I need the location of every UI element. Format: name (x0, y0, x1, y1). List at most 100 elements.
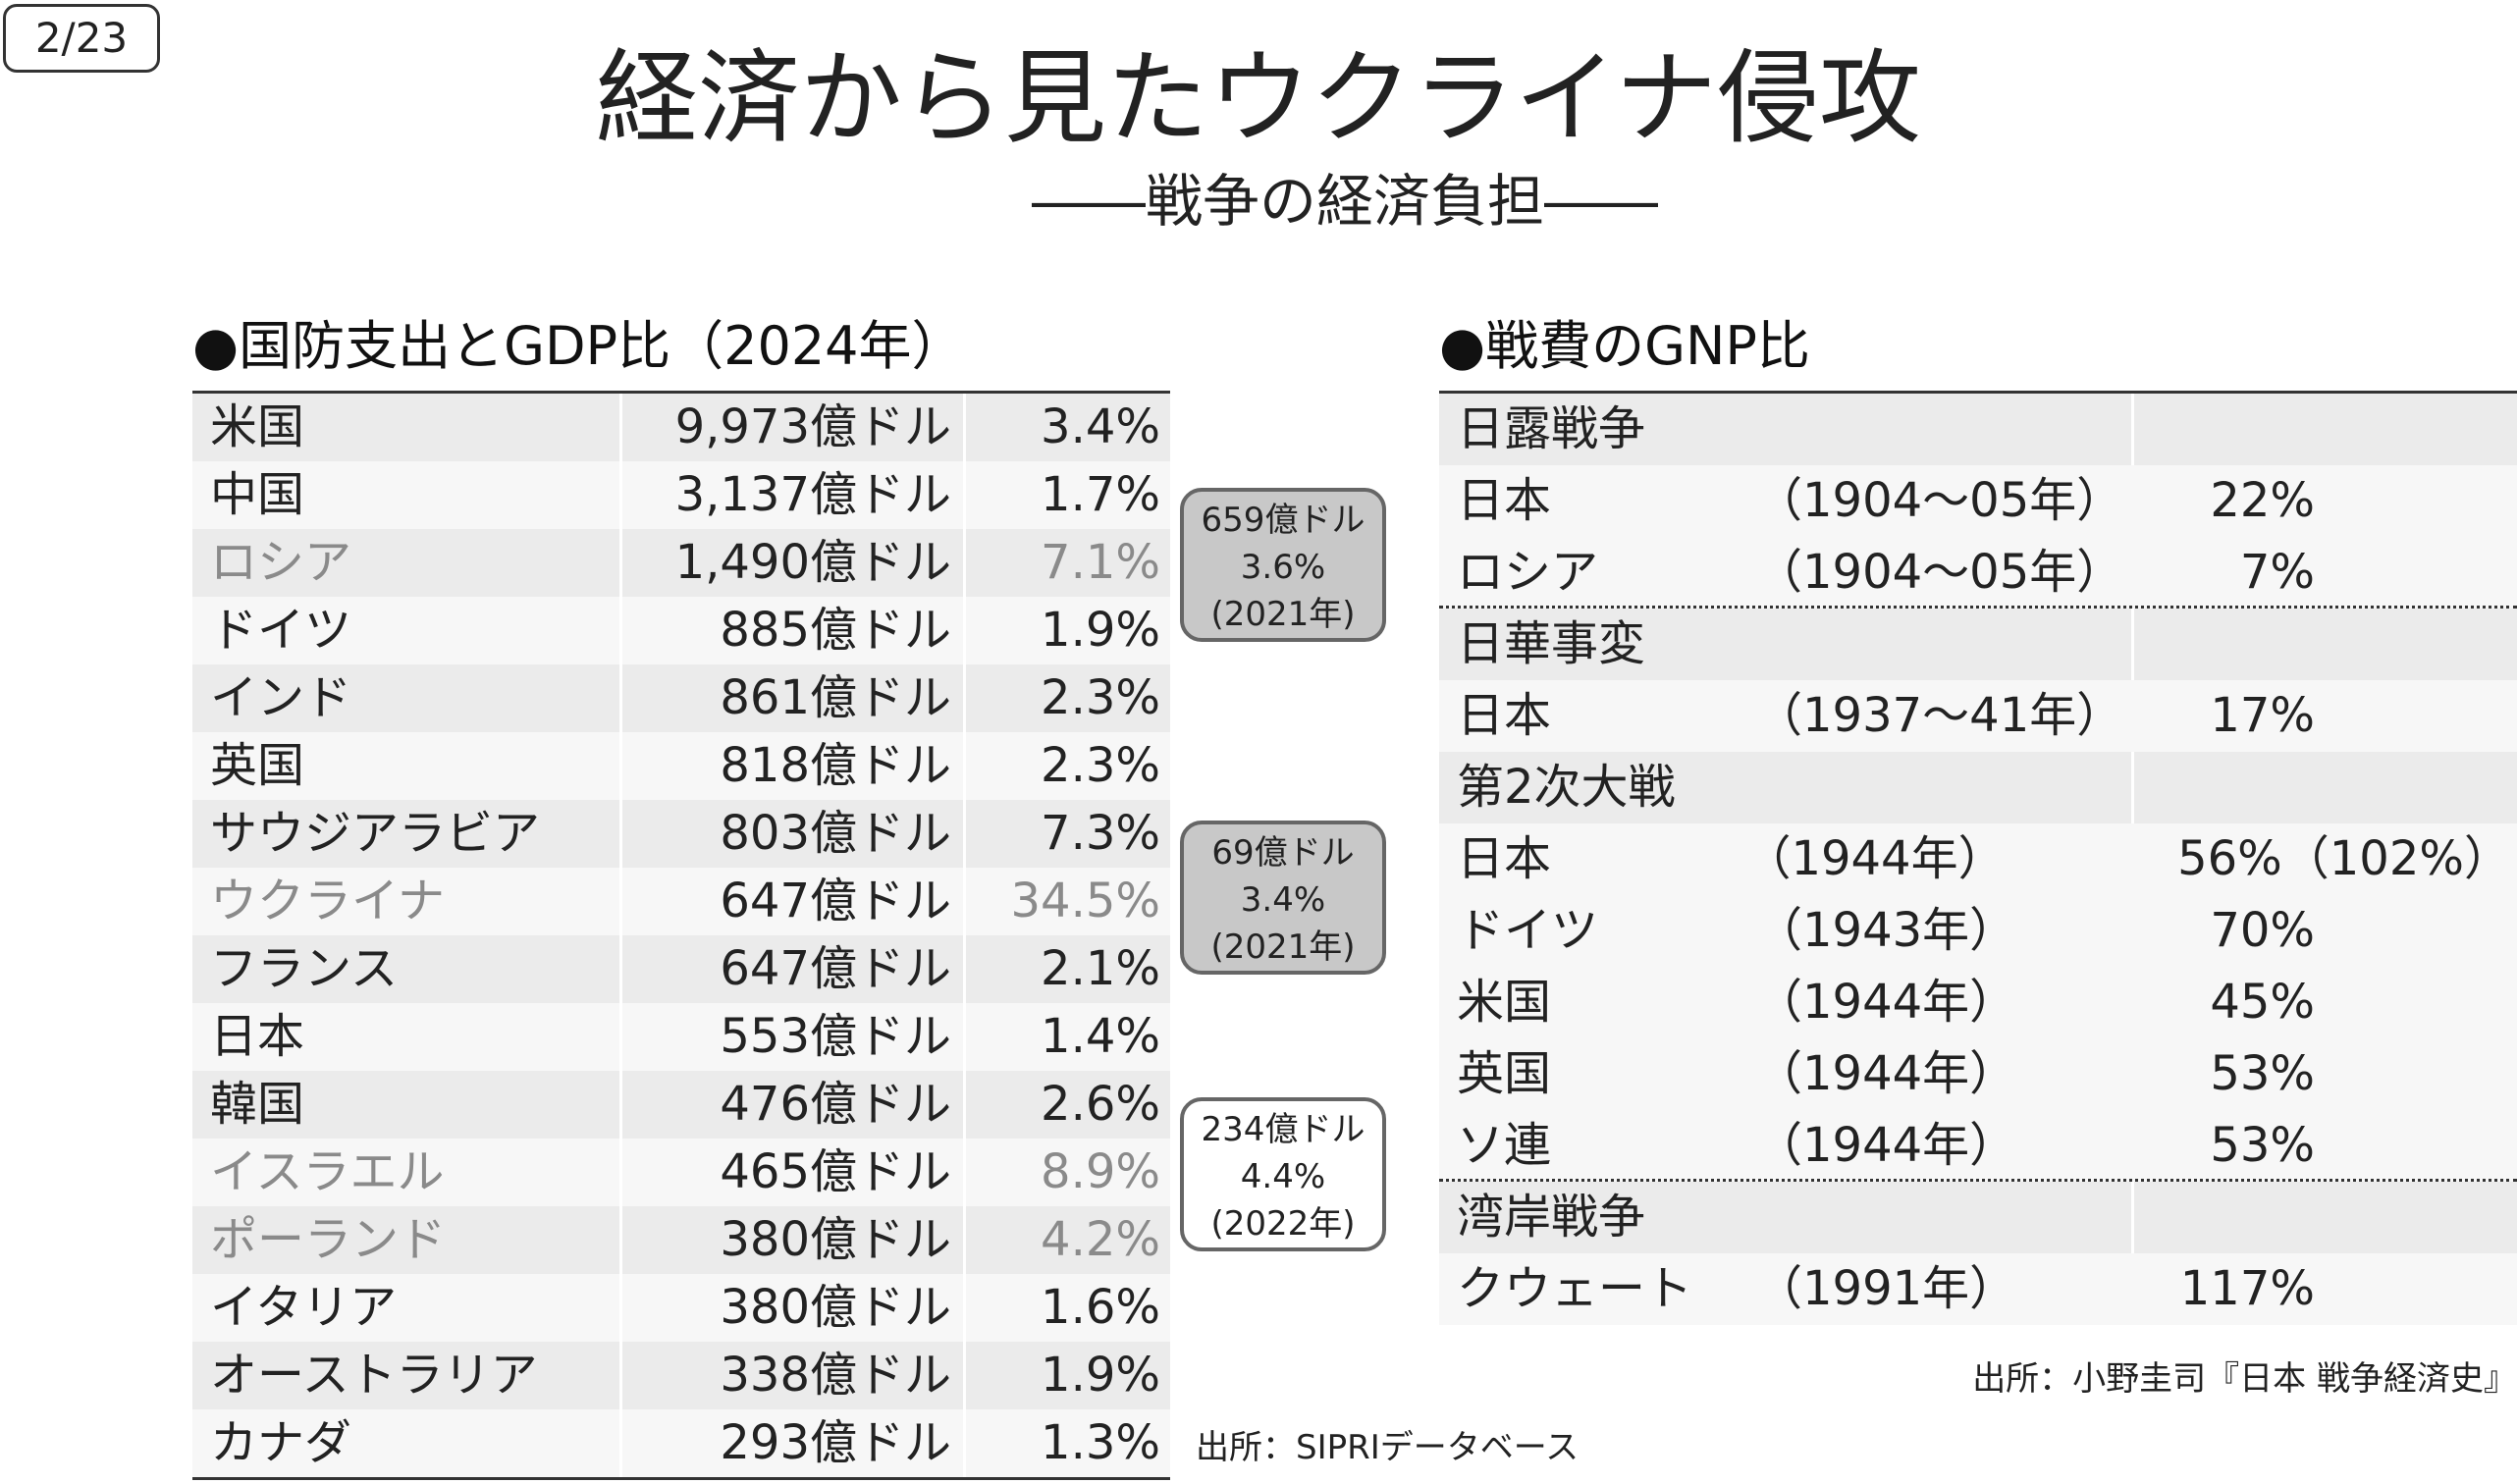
amount-cell: 9,973億ドル (622, 394, 966, 461)
table-row: ロシア （1904～05年） 7% (1439, 537, 2517, 609)
table-row: サウジアラビア 803億ドル 7.3% (192, 800, 1170, 868)
gdp-percent-cell: 1.7% (1041, 467, 1160, 522)
callout-percent: 3.4% (1240, 880, 1326, 920)
gdp-percent-cell: 2.3% (1041, 670, 1160, 725)
extra-percent-cell (2315, 895, 2517, 967)
gdp-percent-cell: 1.9% (1041, 603, 1160, 658)
period-cell: （1944年） (1755, 1118, 2017, 1173)
gdp-percent-cell: 34.5% (1010, 874, 1160, 928)
period-cell: （1943年） (1755, 903, 2017, 958)
amount-cell: 1,490億ドル (622, 529, 966, 597)
amount-cell: 647億ドル (622, 935, 966, 1003)
country-cell: ロシア (1457, 545, 1599, 600)
period-cell: （1991年） (1755, 1261, 2017, 1316)
table-row: インド 861億ドル 2.3% (192, 664, 1170, 732)
page-number: 2/23 (3, 4, 160, 73)
war-category-row: 湾岸戦争 (1439, 1182, 2517, 1253)
gnp-percent-cell: 7% (2239, 545, 2315, 600)
amount-cell: 818億ドル (622, 732, 966, 800)
war-category-row: 日華事変 (1439, 609, 2517, 680)
callout-amount: 234億ドル (1201, 1110, 1366, 1149)
callout-year: (2021年) (1210, 595, 1356, 634)
war-name: 湾岸戦争 (1439, 1182, 2134, 1253)
table-row: 日本 （1904～05年） 22% (1439, 465, 2517, 537)
table-row: ポーランド 380億ドル 4.2% (192, 1206, 1170, 1274)
amount-cell: 553億ドル (622, 1003, 966, 1071)
page-title: 経済から見たウクライナ侵攻 (596, 38, 1921, 158)
country-cell: 米国 (1457, 975, 1552, 1030)
table-row: イタリア 380億ドル 1.6% (192, 1274, 1170, 1342)
amount-cell: 476億ドル (622, 1071, 966, 1139)
gdp-percent-cell: 1.4% (1041, 1009, 1160, 1064)
amount-cell: 380億ドル (622, 1206, 966, 1274)
extra-percent-cell (2315, 1038, 2517, 1110)
table-row: 日本 （1937～41年） 17% (1439, 680, 2517, 752)
country-cell: フランス (192, 935, 622, 1003)
table-row: 英国 818億ドル 2.3% (192, 732, 1170, 800)
callout-percent: 4.4% (1240, 1157, 1326, 1196)
table-row: 日本 （1944年） 56% （102%） (1439, 823, 2517, 895)
country-cell: サウジアラビア (192, 800, 622, 868)
table-row: 韓国 476億ドル 2.6% (192, 1071, 1170, 1139)
amount-cell: 861億ドル (622, 664, 966, 732)
extra-percent-cell (2315, 967, 2517, 1038)
table-row: ドイツ （1943年） 70% (1439, 895, 2517, 967)
period-cell: （1904～05年） (1755, 473, 2124, 528)
country-cell: カナダ (192, 1409, 622, 1477)
extra-percent-cell (2315, 465, 2517, 537)
amount-cell: 803億ドル (622, 800, 966, 868)
period-cell: （1944年） (1743, 831, 2006, 886)
period-cell: （1944年） (1755, 1046, 2017, 1101)
amount-cell: 380億ドル (622, 1274, 966, 1342)
gdp-percent-cell: 1.9% (1041, 1348, 1160, 1403)
extra-percent-cell (2315, 1110, 2517, 1179)
country-cell: 米国 (192, 394, 622, 461)
callout-year: (2022年) (1210, 1204, 1356, 1244)
russia-2021-callout: 659億ドル 3.6% (2021年) (1180, 488, 1386, 642)
war-cost-heading: ●戦費のGNP比 (1439, 315, 1810, 377)
amount-cell: 338億ドル (622, 1342, 966, 1409)
callout-percent: 3.6% (1240, 548, 1326, 587)
country-cell: インド (192, 664, 622, 732)
gnp-percent-cell: 45% (2210, 975, 2315, 1030)
table-row: フランス 647億ドル 2.1% (192, 935, 1170, 1003)
country-cell: 韓国 (192, 1071, 622, 1139)
table-row: 中国 3,137億ドル 1.7% (192, 461, 1170, 529)
country-cell: 英国 (1457, 1046, 1552, 1101)
category-spacer (2134, 394, 2517, 465)
period-cell: （1904～05年） (1755, 545, 2124, 600)
war-name: 日露戦争 (1439, 394, 2134, 465)
table-row: オーストラリア 338億ドル 1.9% (192, 1342, 1170, 1409)
country-cell: イタリア (192, 1274, 622, 1342)
amount-cell: 885億ドル (622, 597, 966, 664)
defense-spending-table: 米国 9,973億ドル 3.4% 中国 3,137億ドル 1.7% ロシア 1,490億ドル 7… (192, 391, 1170, 1480)
period-cell: （1937～41年） (1755, 688, 2124, 743)
amount-cell: 647億ドル (622, 868, 966, 935)
amount-cell: 293億ドル (622, 1409, 966, 1477)
gdp-percent-cell: 2.3% (1041, 738, 1160, 793)
table-row: ウクライナ 647億ドル 34.5% (192, 868, 1170, 935)
gdp-percent-cell: 7.3% (1041, 806, 1160, 861)
table-row: ドイツ 885億ドル 1.9% (192, 597, 1170, 664)
gdp-percent-cell: 2.1% (1041, 941, 1160, 996)
gdp-percent-cell: 1.6% (1041, 1280, 1160, 1335)
amount-cell: 465億ドル (622, 1139, 966, 1206)
extra-percent-cell (2315, 537, 2517, 606)
country-cell: 日本 (1457, 688, 1552, 743)
gdp-percent-cell: 1.3% (1041, 1415, 1160, 1470)
callout-amount: 659億ドル (1201, 501, 1366, 540)
gdp-percent-cell: 2.6% (1041, 1077, 1160, 1132)
callout-amount: 69億ドル (1211, 833, 1355, 873)
country-cell: 日本 (1457, 831, 1552, 886)
extra-percent-cell: （102%） (2281, 831, 2511, 886)
gdp-percent-cell: 4.2% (1041, 1212, 1160, 1267)
gdp-percent-cell: 8.9% (1041, 1144, 1160, 1199)
country-cell: オーストラリア (192, 1342, 622, 1409)
gnp-percent-cell: 56% (2177, 831, 2282, 886)
amount-cell: 3,137億ドル (622, 461, 966, 529)
gnp-percent-cell: 53% (2210, 1118, 2315, 1173)
gdp-percent-cell: 3.4% (1041, 399, 1160, 454)
table-row: 米国 9,973億ドル 3.4% (192, 394, 1170, 461)
callout-year: (2021年) (1210, 928, 1356, 967)
country-cell: 中国 (192, 461, 622, 529)
